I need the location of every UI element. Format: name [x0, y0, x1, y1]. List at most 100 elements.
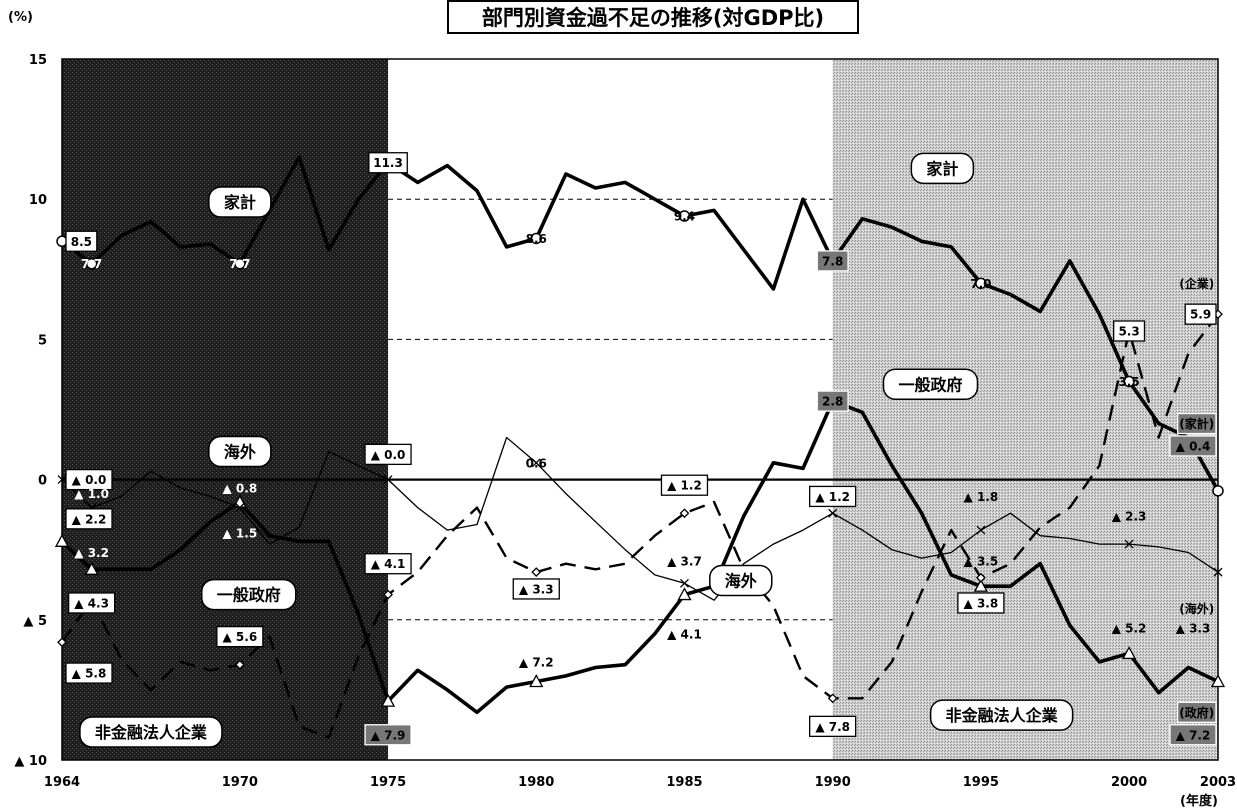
value-label: ▲ 7.9	[371, 728, 406, 742]
value-label: 5.9	[1190, 308, 1211, 322]
value-label: ▲ 3.8	[964, 596, 999, 610]
value-label: ▲ 7.2	[519, 655, 554, 669]
household-point	[530, 232, 543, 245]
government-point	[1121, 646, 1137, 660]
value-box	[660, 474, 709, 496]
value-label: 7.0	[970, 277, 991, 291]
shaded-period-1	[832, 59, 1218, 760]
value-box	[364, 553, 412, 575]
value-label: ▲ 4.1	[371, 557, 406, 571]
value-box	[368, 152, 408, 174]
value-label: ▲ 7.8	[815, 720, 850, 734]
x-tick-label: 1980	[518, 775, 554, 790]
household-point	[85, 257, 98, 270]
value-label: (家計)	[1179, 416, 1214, 431]
callout-label: 非金融法人企業	[95, 723, 208, 742]
value-label: ▲ 0.0	[72, 473, 107, 487]
value-box	[65, 508, 113, 530]
value-label: ▲ 1.5	[223, 526, 258, 540]
value-label: ▲ 3.3	[519, 582, 554, 596]
household-point	[975, 277, 987, 290]
x-tick-label: 1995	[963, 775, 999, 790]
y-tick-label: 0	[38, 474, 47, 489]
value-label: 9.4	[674, 210, 695, 224]
overseas-point	[1213, 567, 1223, 577]
series-line-1	[60, 399, 1219, 715]
value-label: 2.8	[822, 395, 843, 409]
callout-bubble	[709, 564, 773, 597]
shaded-period-0	[62, 59, 389, 760]
callout-label: 海外	[725, 572, 757, 591]
series-line-0	[60, 155, 1220, 492]
value-label: (政府)	[1179, 705, 1214, 720]
value-box	[816, 250, 849, 272]
value-label: ▲ 2.2	[72, 512, 107, 526]
value-label: ▲ 1.2	[815, 490, 850, 504]
value-label: (海外)	[1179, 601, 1214, 616]
series-line-3	[61, 436, 1219, 601]
callout-label: 一般政府	[217, 586, 281, 605]
household-point	[234, 257, 246, 270]
overseas-point	[57, 475, 67, 485]
value-box	[1176, 701, 1217, 723]
value-label: 7.7	[229, 257, 250, 271]
callout-label: 一般政府	[898, 375, 962, 394]
value-box	[364, 443, 412, 466]
value-box	[809, 715, 857, 738]
series-line-2	[61, 313, 1219, 739]
value-label: ▲ 0.8	[223, 482, 258, 496]
government-point	[973, 578, 988, 592]
value-label: ▲ 5.2	[1112, 622, 1147, 636]
value-box	[364, 724, 412, 746]
value-box	[1184, 303, 1217, 325]
value-box	[65, 468, 113, 491]
corporate-point	[57, 637, 67, 648]
callout-label: 家計	[224, 193, 256, 212]
corporate-point	[827, 693, 838, 704]
callout-bubble	[929, 699, 1074, 731]
government-point	[54, 533, 70, 547]
household-point	[678, 210, 691, 222]
callout-label: 家計	[926, 159, 958, 178]
value-label: ▲ 1.2	[667, 479, 702, 493]
value-label: ▲ 3.7	[667, 554, 702, 568]
y-tick-label: ▲ 5	[23, 614, 47, 629]
overseas-point	[531, 458, 541, 468]
x-tick-label: 2000	[1111, 775, 1147, 790]
value-label: ▲ 0.4	[1176, 439, 1211, 453]
callout-bubble	[882, 368, 979, 401]
household-point	[1212, 485, 1224, 497]
corporate-point	[234, 659, 245, 670]
value-label: 7.8	[822, 254, 843, 268]
household-point	[1123, 375, 1135, 388]
overseas-point	[680, 578, 689, 588]
value-box	[1169, 435, 1217, 457]
y-axis-unit: (%)	[8, 10, 33, 25]
overseas-point	[383, 475, 393, 485]
value-box	[65, 230, 98, 252]
government-point	[677, 587, 692, 601]
x-tick-label: 1964	[44, 775, 80, 790]
value-box	[512, 578, 560, 600]
value-label: ▲ 0.0	[371, 448, 406, 462]
chart-title: 部門別資金過不足の推移(対GDP比)	[447, 0, 859, 34]
value-box	[1113, 320, 1146, 342]
value-label: ▲ 1.8	[964, 490, 999, 504]
callout-label: 海外	[224, 443, 256, 462]
value-box	[816, 390, 849, 412]
x-tick-label: 1975	[370, 775, 406, 790]
value-box	[67, 592, 116, 614]
value-label: 3.5	[1118, 375, 1139, 389]
plot-frame	[61, 58, 1219, 761]
value-label: 5.3	[1118, 324, 1139, 338]
corporate-point	[531, 567, 542, 578]
value-label: ▲ 5.6	[223, 630, 258, 644]
value-label: 0.6	[526, 456, 547, 470]
corporate-point	[679, 508, 690, 519]
value-label: ▲ 3.5	[964, 554, 999, 568]
value-label: 11.3	[373, 156, 403, 170]
government-point	[1210, 674, 1226, 688]
x-tick-label: 2003	[1200, 775, 1236, 790]
value-label: ▲ 4.1	[667, 627, 702, 641]
